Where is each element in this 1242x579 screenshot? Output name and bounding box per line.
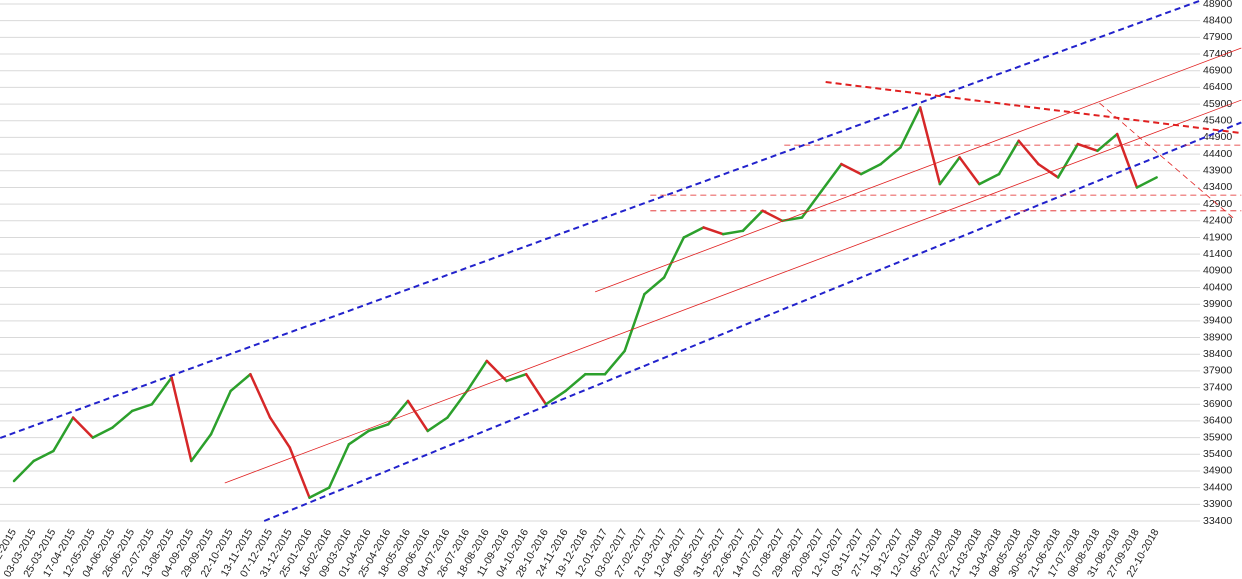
price-segment — [485, 359, 508, 383]
price-segment — [327, 443, 351, 489]
price-segment — [859, 162, 883, 176]
price-segment — [1017, 139, 1040, 166]
y-tick-label: 33400 — [1203, 515, 1232, 527]
price-segment — [505, 372, 528, 383]
y-tick-label: 36900 — [1203, 398, 1232, 410]
price-segment — [978, 172, 1001, 186]
price-segment — [1076, 142, 1099, 153]
y-tick-label: 38400 — [1203, 348, 1232, 360]
y-tick-label: 43400 — [1203, 181, 1232, 193]
y-tick-label: 47400 — [1203, 48, 1232, 60]
price-segment — [524, 372, 548, 406]
price-segment — [32, 449, 55, 463]
price-segment — [426, 416, 449, 433]
price-segment — [643, 276, 666, 296]
y-tick-label: 42400 — [1203, 215, 1232, 227]
y-tick-label: 37400 — [1203, 381, 1232, 393]
price-segment — [958, 156, 981, 186]
price-segment — [288, 446, 311, 499]
price-segment — [721, 229, 745, 236]
y-tick-label: 48400 — [1203, 14, 1232, 26]
price-segment — [1115, 132, 1139, 189]
trendline — [595, 47, 1242, 293]
price-segment — [249, 372, 272, 419]
trendline — [0, 0, 1203, 439]
y-tick-label: 44900 — [1203, 131, 1232, 143]
y-tick-label: 39900 — [1203, 298, 1232, 310]
y-tick-label: 39400 — [1203, 315, 1232, 327]
price-segment — [800, 189, 823, 219]
y-tick-label: 33900 — [1203, 498, 1232, 510]
price-segment — [1056, 142, 1080, 179]
price-segment — [1135, 176, 1158, 189]
y-tick-label: 41400 — [1203, 248, 1232, 260]
price-segment — [544, 389, 567, 406]
price-segment — [662, 236, 686, 279]
price-segment — [702, 226, 725, 236]
y-tick-label: 46400 — [1203, 81, 1232, 93]
price-segment — [170, 376, 193, 463]
y-tick-label: 47900 — [1203, 31, 1232, 43]
y-tick-label: 40900 — [1203, 265, 1232, 277]
price-segment — [446, 389, 469, 419]
y-tick-label: 45900 — [1203, 98, 1232, 110]
price-segment — [130, 403, 154, 413]
y-tick-label: 34400 — [1203, 481, 1232, 493]
price-segment — [741, 209, 764, 233]
price-segment — [150, 376, 173, 406]
price-segment — [820, 162, 843, 193]
price-segment — [209, 389, 232, 436]
y-tick-label: 48900 — [1203, 0, 1232, 10]
y-tick-label: 41900 — [1203, 231, 1232, 243]
trendline — [825, 81, 1242, 135]
price-segment — [91, 426, 114, 439]
price-segment — [1096, 132, 1119, 153]
trendline — [263, 121, 1242, 522]
y-tick-label: 40400 — [1203, 281, 1232, 293]
y-tick-label: 43900 — [1203, 165, 1232, 177]
price-segment — [564, 372, 587, 393]
y-tick-label: 38900 — [1203, 331, 1232, 343]
trendline — [224, 99, 1242, 484]
price-segment — [308, 486, 331, 499]
price-segment — [879, 146, 902, 166]
price-segment — [682, 226, 705, 239]
price-segment — [52, 416, 75, 453]
y-tick-label: 45400 — [1203, 115, 1232, 127]
price-segment — [190, 433, 213, 463]
price-segment — [71, 416, 95, 439]
price-segment — [997, 139, 1020, 176]
price-segment — [623, 292, 646, 353]
y-tick-label: 46900 — [1203, 64, 1232, 76]
price-segment — [406, 399, 429, 433]
price-segment — [1037, 162, 1060, 179]
y-tick-label: 34900 — [1203, 465, 1232, 477]
price-segment — [918, 106, 942, 186]
price-segment — [347, 429, 370, 446]
y-tick-label: 36400 — [1203, 415, 1232, 427]
price-segment — [938, 156, 961, 186]
price-segment — [761, 209, 784, 223]
price-segment — [12, 459, 35, 483]
price-segment — [367, 423, 390, 433]
price-segment — [229, 372, 252, 393]
price-segment — [268, 416, 292, 449]
price-segment — [603, 349, 626, 376]
y-tick-label: 44400 — [1203, 148, 1232, 160]
price-segment — [111, 409, 134, 429]
price-segment — [899, 106, 922, 149]
price-segment — [840, 162, 863, 176]
y-tick-label: 35900 — [1203, 431, 1232, 443]
y-tick-label: 37900 — [1203, 365, 1232, 377]
y-tick-label: 35400 — [1203, 448, 1232, 460]
price-segment — [465, 359, 489, 393]
y-tick-label: 42900 — [1203, 198, 1232, 210]
